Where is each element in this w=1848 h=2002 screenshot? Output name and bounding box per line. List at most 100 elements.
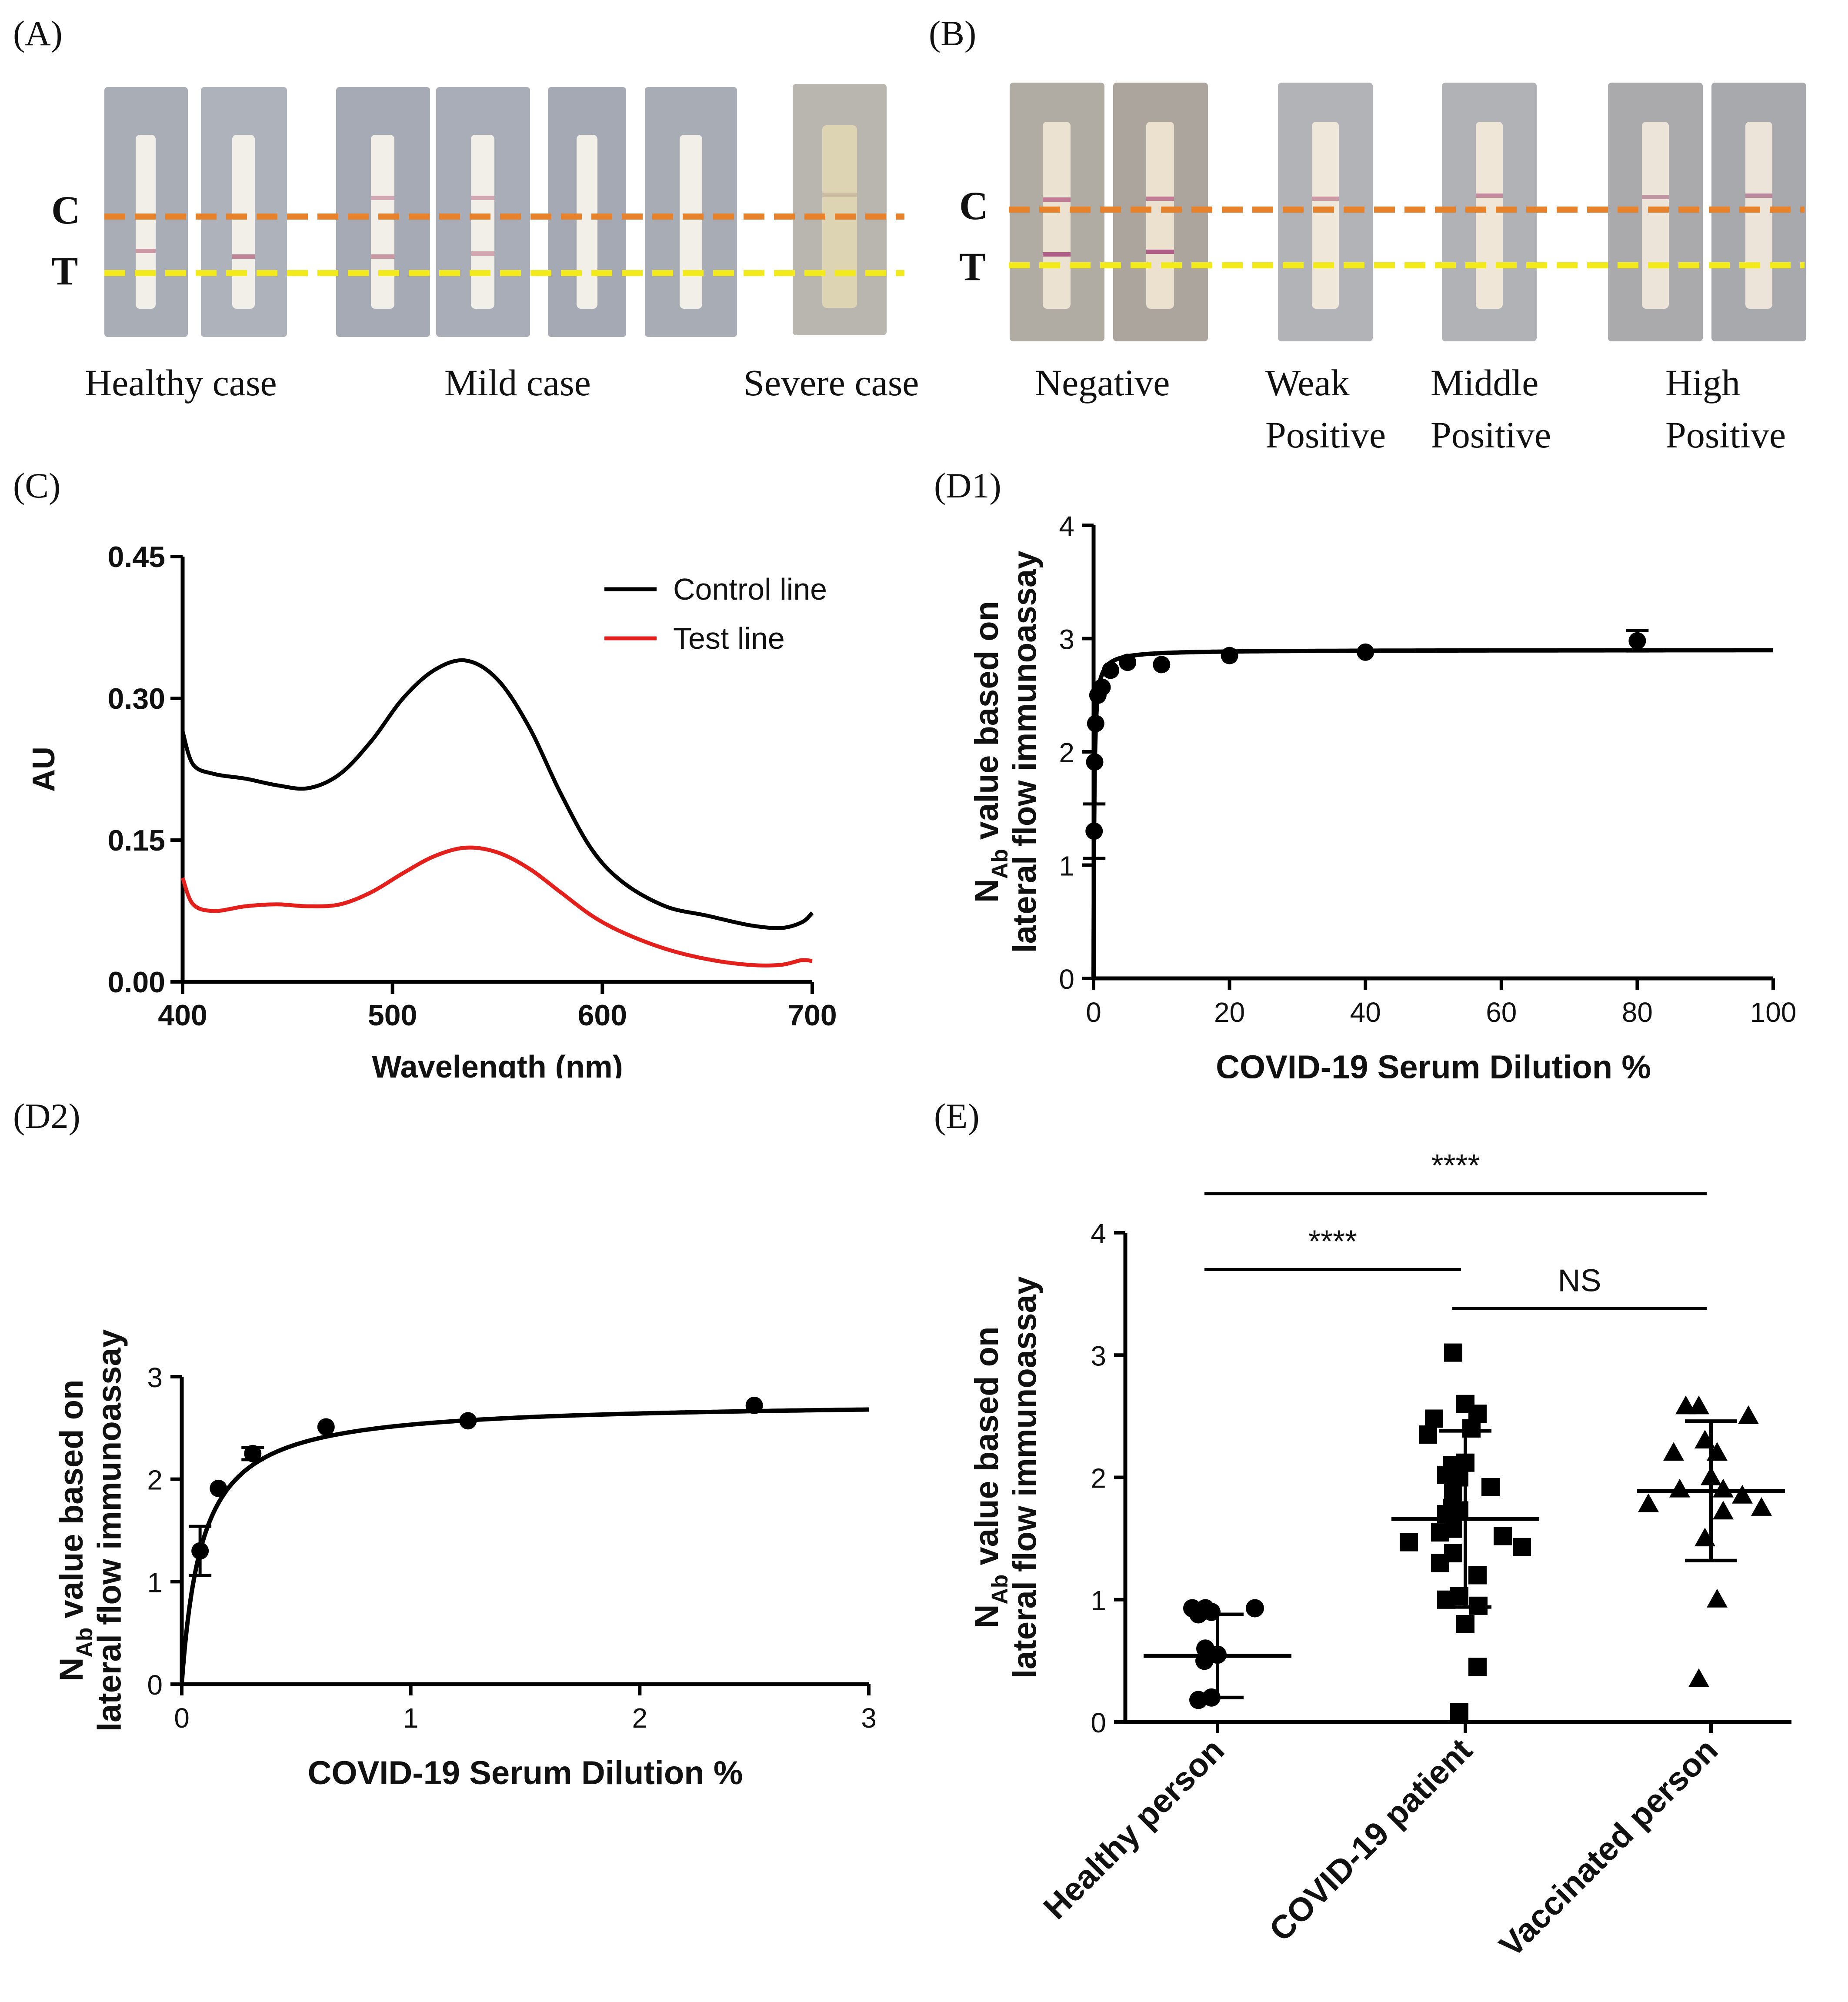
y-tick-label: 0.15	[108, 824, 165, 857]
test-line-series	[180, 845, 813, 968]
y-tick-label: 1	[147, 1567, 163, 1598]
vaccinated-point	[1713, 1501, 1734, 1520]
legend-label: Test line	[673, 621, 785, 655]
data-point	[1628, 632, 1646, 650]
patient-point	[1444, 1483, 1462, 1502]
x-tick-label: 2	[632, 1702, 648, 1734]
y-tick-label: 0	[1091, 1707, 1106, 1738]
y-axis-label: NAb value based on lateral flow immunoass…	[968, 1276, 1043, 1678]
group-label-mild: Mild case	[444, 362, 591, 404]
healthy-point	[1189, 1691, 1208, 1709]
vaccinated-point	[1707, 1588, 1728, 1608]
panel-e-label: (E)	[934, 1096, 980, 1136]
data-point	[1357, 643, 1374, 661]
group-label-negative: Negative	[1035, 362, 1170, 404]
x-tick-label: 40	[1350, 997, 1381, 1028]
panel-a-label: (A)	[13, 13, 63, 53]
panel-b-label: (B)	[929, 13, 977, 53]
group-label-weak-2: Positive	[1265, 414, 1386, 456]
test-strip	[436, 87, 530, 337]
data-point	[1153, 656, 1171, 674]
data-point	[317, 1418, 335, 1436]
data-point	[1086, 753, 1104, 771]
category-label: Healthy person	[1037, 1732, 1231, 1926]
ct-reference-lines	[104, 214, 904, 276]
data-point	[1102, 661, 1120, 679]
group-label-severe: Severe case	[744, 362, 919, 404]
x-tick-label: 60	[1486, 997, 1517, 1028]
test-strip	[104, 87, 188, 337]
patient-point	[1425, 1409, 1443, 1428]
y-axis-label: AU	[27, 747, 61, 792]
category-label: COVID-19 patient	[1262, 1732, 1479, 1949]
vaccinated-point	[1675, 1395, 1696, 1415]
group-label-weak: Weak	[1265, 362, 1350, 404]
y-axis-label-line1: NAb value based on	[968, 601, 1012, 903]
significance-label: ****	[1308, 1224, 1357, 1259]
x-tick-label: 0	[1086, 997, 1101, 1028]
x-tick-label: 0	[174, 1702, 190, 1734]
patient-point	[1494, 1527, 1512, 1545]
chart-d2-dilution: 0 1 2 3 0 1 2 3 COVID-19 Serum Dilution % NAb val…	[53, 1329, 877, 1792]
patient-point	[1431, 1554, 1449, 1572]
y-label-n: N	[968, 879, 1005, 903]
panel-d2-label: (D2)	[13, 1096, 80, 1136]
panel-d1-label: (D1)	[934, 466, 1001, 505]
patient-point	[1431, 1523, 1449, 1542]
panel-b: (B) C T Negative Weak Positive Middle Po…	[926, 0, 1848, 461]
patient-point	[1437, 1465, 1455, 1484]
c-label: C	[959, 184, 988, 228]
y-tick-label: 4	[1091, 1218, 1106, 1249]
y-axis-label-line2: lateral flow immunoassay	[91, 1329, 128, 1732]
y-axis-label-line2: lateral flow immunoassay	[1006, 1276, 1043, 1678]
y-tick-label: 0	[1059, 964, 1074, 995]
test-strip	[1442, 83, 1537, 341]
data-point	[745, 1396, 763, 1414]
vaccinated-point	[1638, 1493, 1659, 1512]
x-tick-label: 1	[403, 1702, 419, 1734]
y-tick-label: 1	[1091, 1585, 1106, 1616]
vaccinated-point	[1688, 1668, 1709, 1687]
category-label: Vaccinated person	[1492, 1732, 1725, 1964]
x-tick-label: 80	[1622, 997, 1653, 1028]
y-tick-label: 3	[1091, 1340, 1106, 1371]
data-point	[210, 1479, 227, 1497]
x-tick-label: 100	[1750, 997, 1797, 1028]
data-point	[1119, 654, 1137, 671]
y-axis-label-line1: NAb value based on	[53, 1380, 97, 1682]
patient-point	[1481, 1478, 1500, 1496]
group-label-high-2: Positive	[1665, 414, 1786, 456]
vaccinated-point	[1751, 1497, 1772, 1516]
group-label-middle-2: Positive	[1431, 414, 1551, 456]
group-label-middle: Middle	[1431, 362, 1539, 404]
patient-point	[1513, 1538, 1531, 1556]
t-label: T	[51, 249, 78, 293]
patient-point	[1419, 1425, 1437, 1444]
test-strip	[645, 87, 737, 337]
y-tick-label: 0.00	[108, 966, 165, 999]
x-axis-label: COVID-19 Serum Dilution %	[1216, 1049, 1651, 1078]
y-tick-label: 3	[147, 1362, 163, 1393]
fit-curve	[1091, 648, 1773, 978]
data-point	[1221, 647, 1238, 664]
chart-e-groups: 0 1 2 3 4 NAb value based on lateral flow immu…	[968, 1148, 1791, 1964]
ct-reference-lines-b	[1009, 207, 1805, 268]
data-point	[191, 1542, 209, 1560]
vaccinated-point	[1738, 1405, 1759, 1424]
control-line-series	[180, 658, 814, 930]
chart-absorbance: 0.00 0.15 0.30 0.45 400 500 600 700 Wavelength (…	[27, 541, 837, 1078]
x-tick-label: 700	[787, 999, 837, 1032]
y-label-rest: value based on	[53, 1380, 90, 1628]
group-label-healthy: Healthy case	[85, 362, 277, 404]
legend-label: Control line	[673, 572, 827, 606]
data-point	[459, 1412, 477, 1430]
patient-point	[1444, 1343, 1462, 1362]
patient-point	[1450, 1703, 1468, 1722]
vaccinated-point	[1732, 1485, 1753, 1504]
c-label: C	[51, 188, 80, 232]
patient-point	[1400, 1533, 1418, 1552]
healthy-point	[1246, 1599, 1264, 1618]
y-tick-label: 0.45	[108, 541, 165, 574]
panel-a: (A) C T Healthy case Mild case Severe ca…	[0, 0, 926, 452]
y-axis-label-line2: lateral flow immunoassay	[1006, 551, 1043, 953]
